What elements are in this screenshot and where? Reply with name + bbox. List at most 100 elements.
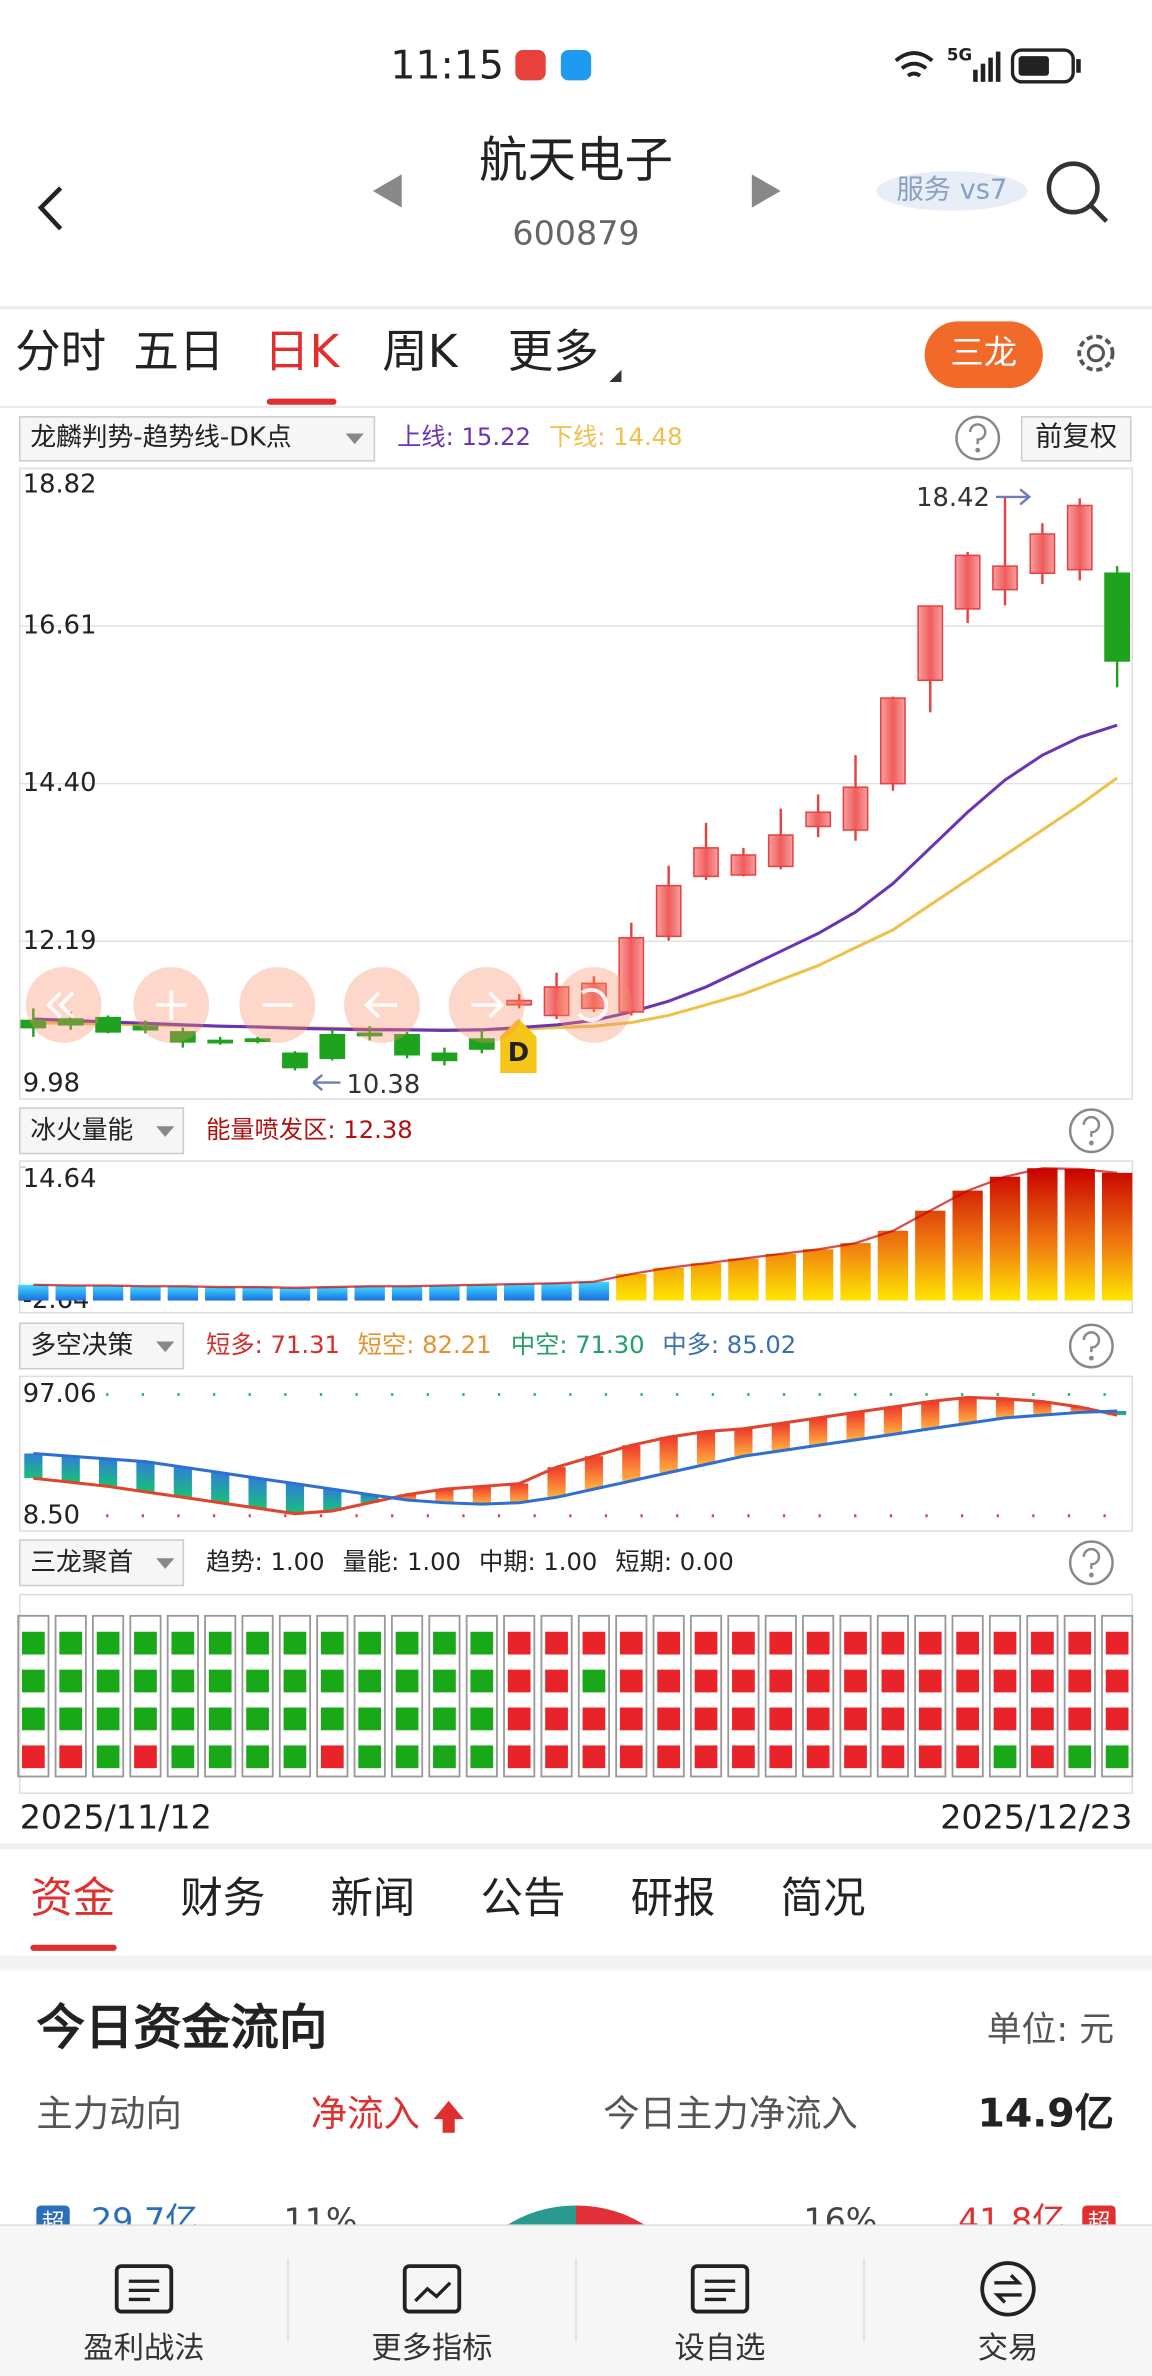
upper-value: 上线: 15.22 [397,422,531,451]
y-tick-label: 9.98 [23,1068,80,1098]
sanlong-select[interactable] [18,1539,185,1587]
period-tab[interactable]: 日K [264,325,340,378]
indicator-select[interactable] [18,416,376,462]
sanlong-cell [732,1631,755,1655]
sanlong-cell [395,1745,419,1769]
sanlong-column [914,1614,947,1778]
energy-bar [952,1190,983,1301]
longshort-bar [1033,1401,1052,1416]
sanlong-cell [657,1707,681,1731]
service-label[interactable]: 服务 vs7 [896,174,1007,205]
longshort-bar [397,1494,417,1501]
longshort-bar [622,1445,641,1481]
energy-bar [279,1287,311,1301]
candle-body [506,999,533,1006]
high-arrow [995,488,1032,506]
candle-body [169,1031,196,1043]
candle-body [207,1039,234,1044]
sanlong-column [802,1614,835,1778]
longshort-value: 短空: 82.21 [358,1330,492,1359]
sanlong-cell [806,1669,830,1693]
sanlong-cell [769,1745,793,1769]
sanlong-cell [881,1669,905,1693]
info-tab[interactable]: 资金 [30,1874,115,1923]
sanlong-cell [320,1631,344,1655]
nav-item[interactable]: 更多指标 [371,2331,492,2366]
info-tab[interactable]: 公告 [481,1874,566,1923]
energy-bar [765,1253,796,1301]
sanlong-cell [507,1669,531,1693]
back-button[interactable] [37,186,63,231]
sanlong-cell [619,1631,643,1655]
sanlong-cell [769,1669,793,1693]
sanlong-column [428,1614,461,1778]
longshort-bar [98,1458,118,1487]
longshort-bar [921,1401,940,1429]
prev-stock[interactable] [372,174,402,208]
energy-bar [1027,1168,1058,1301]
info-tab[interactable]: 新闻 [330,1874,415,1923]
longshort-bar [547,1467,566,1498]
chart-nav-icon [364,991,398,1019]
adjust-label[interactable]: 前复权 [1035,422,1117,453]
search-icon[interactable] [1046,161,1100,215]
info-tab[interactable]: 财务 [180,1874,265,1923]
settings-icon[interactable] [1077,334,1115,372]
y-tick-label: 14.40 [23,768,97,798]
energy-select[interactable] [18,1107,185,1155]
info-tab[interactable]: 简况 [781,1874,866,1923]
caret [156,1558,175,1569]
next-stock[interactable] [751,174,781,208]
info-tab[interactable]: 研报 [631,1874,716,1923]
sanlong-cell [320,1707,344,1731]
nav-icon [402,2264,462,2314]
period-tab[interactable]: 更多 [508,325,599,378]
chart-nav-button[interactable] [556,967,633,1043]
adjust-button[interactable] [1020,416,1132,462]
chart-nav-button[interactable] [25,967,102,1043]
sanlong-cell [246,1745,269,1769]
sanlong-cell [134,1745,157,1769]
candle-body [1104,572,1131,662]
sanlong-cell [694,1631,718,1655]
longshort-bar [734,1428,753,1457]
sanlong-cell [134,1707,157,1731]
longshort-bar [248,1478,267,1509]
longshort-line [33,1395,1118,1516]
low-arrow [312,1074,341,1092]
sanlong-cell [993,1707,1017,1731]
indicator-name[interactable]: 多空决策 [30,1331,133,1361]
signal-icon [973,51,1001,82]
sanlong-column [465,1614,498,1778]
period-tab[interactable]: 周K [382,325,458,378]
period-tab[interactable]: 五日 [133,325,224,378]
energy-bar [18,1284,49,1301]
indicator-name[interactable]: 冰火量能 [30,1115,133,1145]
sanlong-column [278,1614,312,1778]
energy-bar [317,1287,348,1301]
sanlong-button[interactable] [924,321,1043,389]
longshort-bar [696,1431,716,1465]
sanlong-cell [433,1631,456,1655]
indicator-name[interactable]: 三龙聚首 [30,1547,133,1577]
indicator-name[interactable]: 龙麟判势-趋势线-DK点 [30,423,291,453]
help-icons[interactable] [955,415,1114,1586]
sanlong-cell [769,1707,793,1731]
nav-item[interactable]: 盈利战法 [83,2331,204,2366]
longshort-bar [846,1412,865,1440]
nav-item[interactable]: 交易 [978,2331,1039,2366]
service-pill[interactable] [876,171,1028,211]
sanlong-cell [694,1707,718,1731]
sanlong-label[interactable]: 三龙 [950,333,1017,372]
nav-item[interactable]: 设自选 [675,2331,766,2366]
sanlong-column [951,1614,984,1778]
longshort-bar [173,1467,192,1498]
sanlong-cell [657,1631,681,1655]
longshort-bar [958,1397,977,1424]
longshort-select[interactable] [18,1322,185,1370]
sanlong-cell [470,1669,494,1693]
active-info-tab-underline [30,1944,117,1951]
period-tab[interactable]: 分时 [15,325,106,378]
